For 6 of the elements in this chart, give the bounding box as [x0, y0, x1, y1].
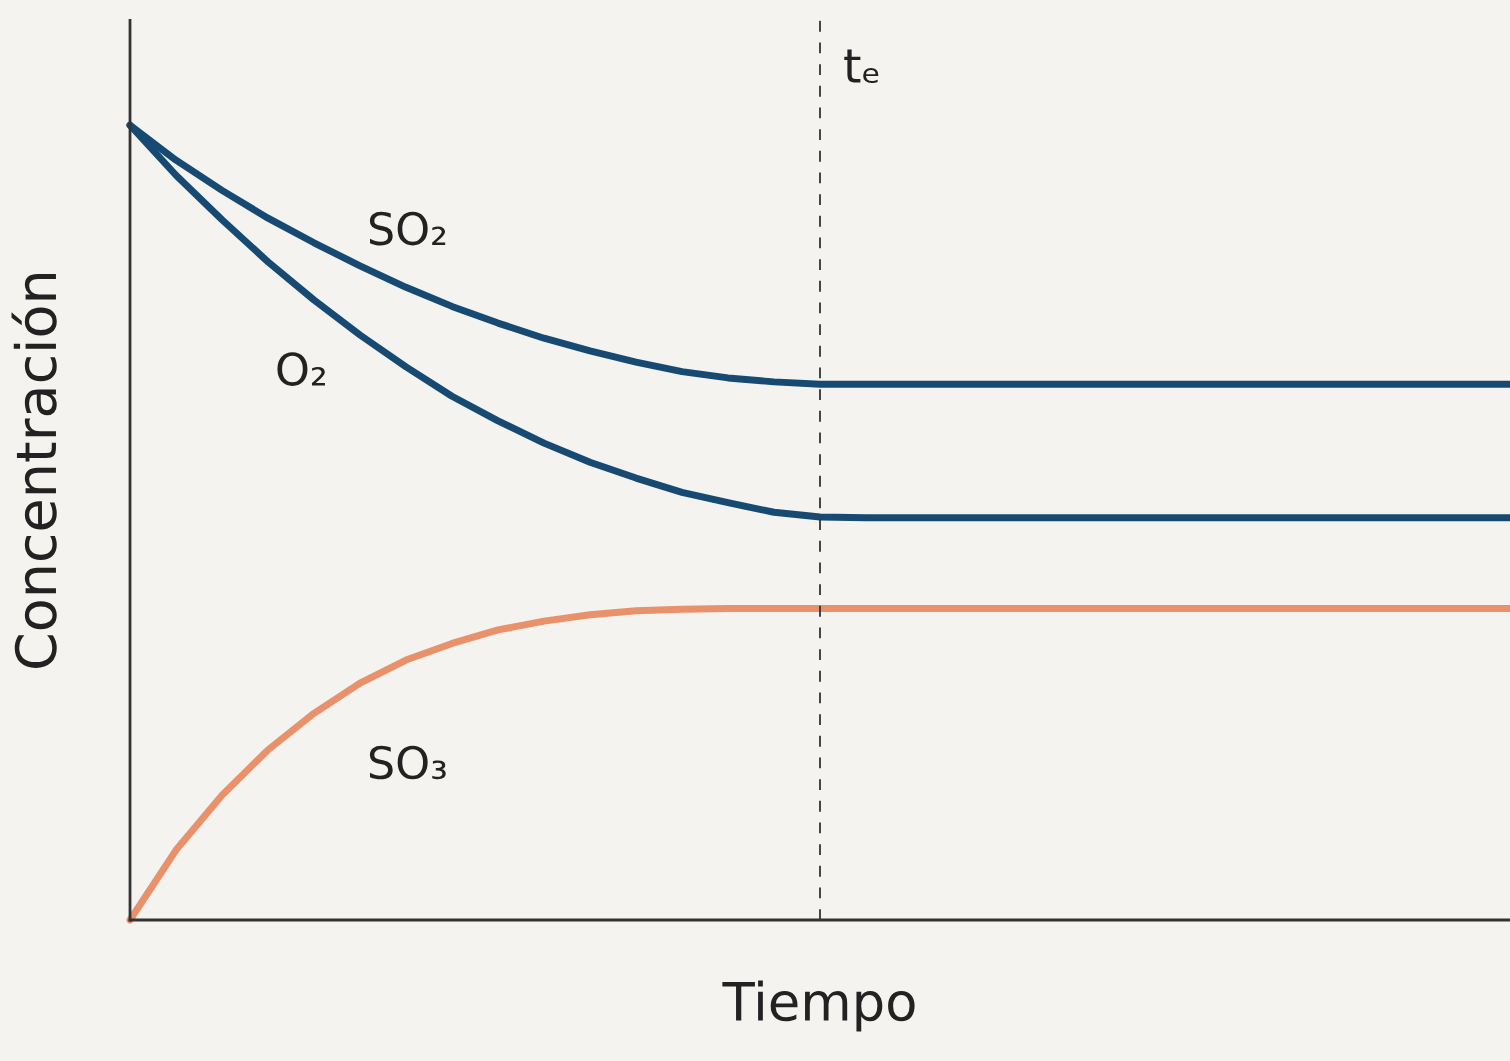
text: tₑ	[844, 49, 879, 84]
series-label: O₂	[277, 352, 325, 386]
series-label: SO₃	[369, 745, 446, 780]
x-axis-title: Tiempo	[722, 980, 915, 1032]
y-axis-title: Concentración	[11, 273, 57, 668]
series-label: SO₂	[369, 211, 446, 246]
